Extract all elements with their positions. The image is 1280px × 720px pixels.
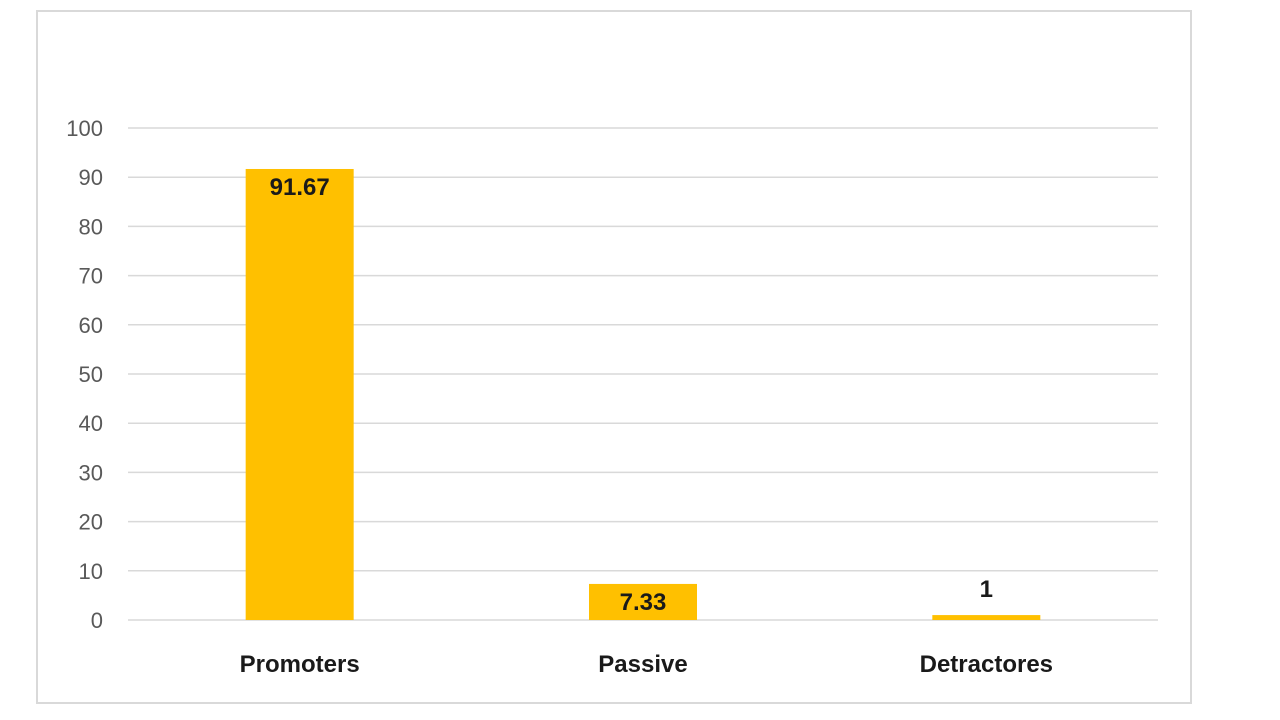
bar-detractores	[932, 615, 1041, 620]
x-category-label: Detractores	[920, 651, 1053, 678]
y-tick-label: 80	[79, 214, 103, 239]
bar-promoters	[245, 168, 354, 621]
y-tick-label: 40	[79, 411, 103, 436]
data-label: 91.67	[270, 174, 330, 201]
bars	[245, 168, 1041, 621]
data-labels: 91.67 7.33 1	[270, 174, 993, 616]
x-category-label: Passive	[598, 651, 687, 678]
y-tick-label: 30	[79, 460, 103, 485]
bar-passive	[589, 583, 697, 620]
data-label: 7.33	[620, 589, 667, 616]
y-tick-label: 90	[79, 165, 103, 190]
y-tick-label: 100	[66, 116, 103, 141]
x-category-label: Promoters	[240, 651, 360, 678]
x-axis-categories: Promoters Passive Detractores	[240, 651, 1053, 678]
y-tick-label: 60	[79, 313, 103, 338]
y-tick-label: 10	[79, 559, 103, 584]
data-label: 1	[980, 576, 993, 603]
y-tick-label: 20	[79, 510, 103, 535]
y-tick-label: 70	[79, 264, 103, 289]
y-tick-label: 0	[91, 608, 103, 633]
y-tick-label: 50	[79, 362, 103, 387]
y-axis-ticks: 0 10 20 30 40 50 60 70 80 90 100	[66, 116, 103, 633]
